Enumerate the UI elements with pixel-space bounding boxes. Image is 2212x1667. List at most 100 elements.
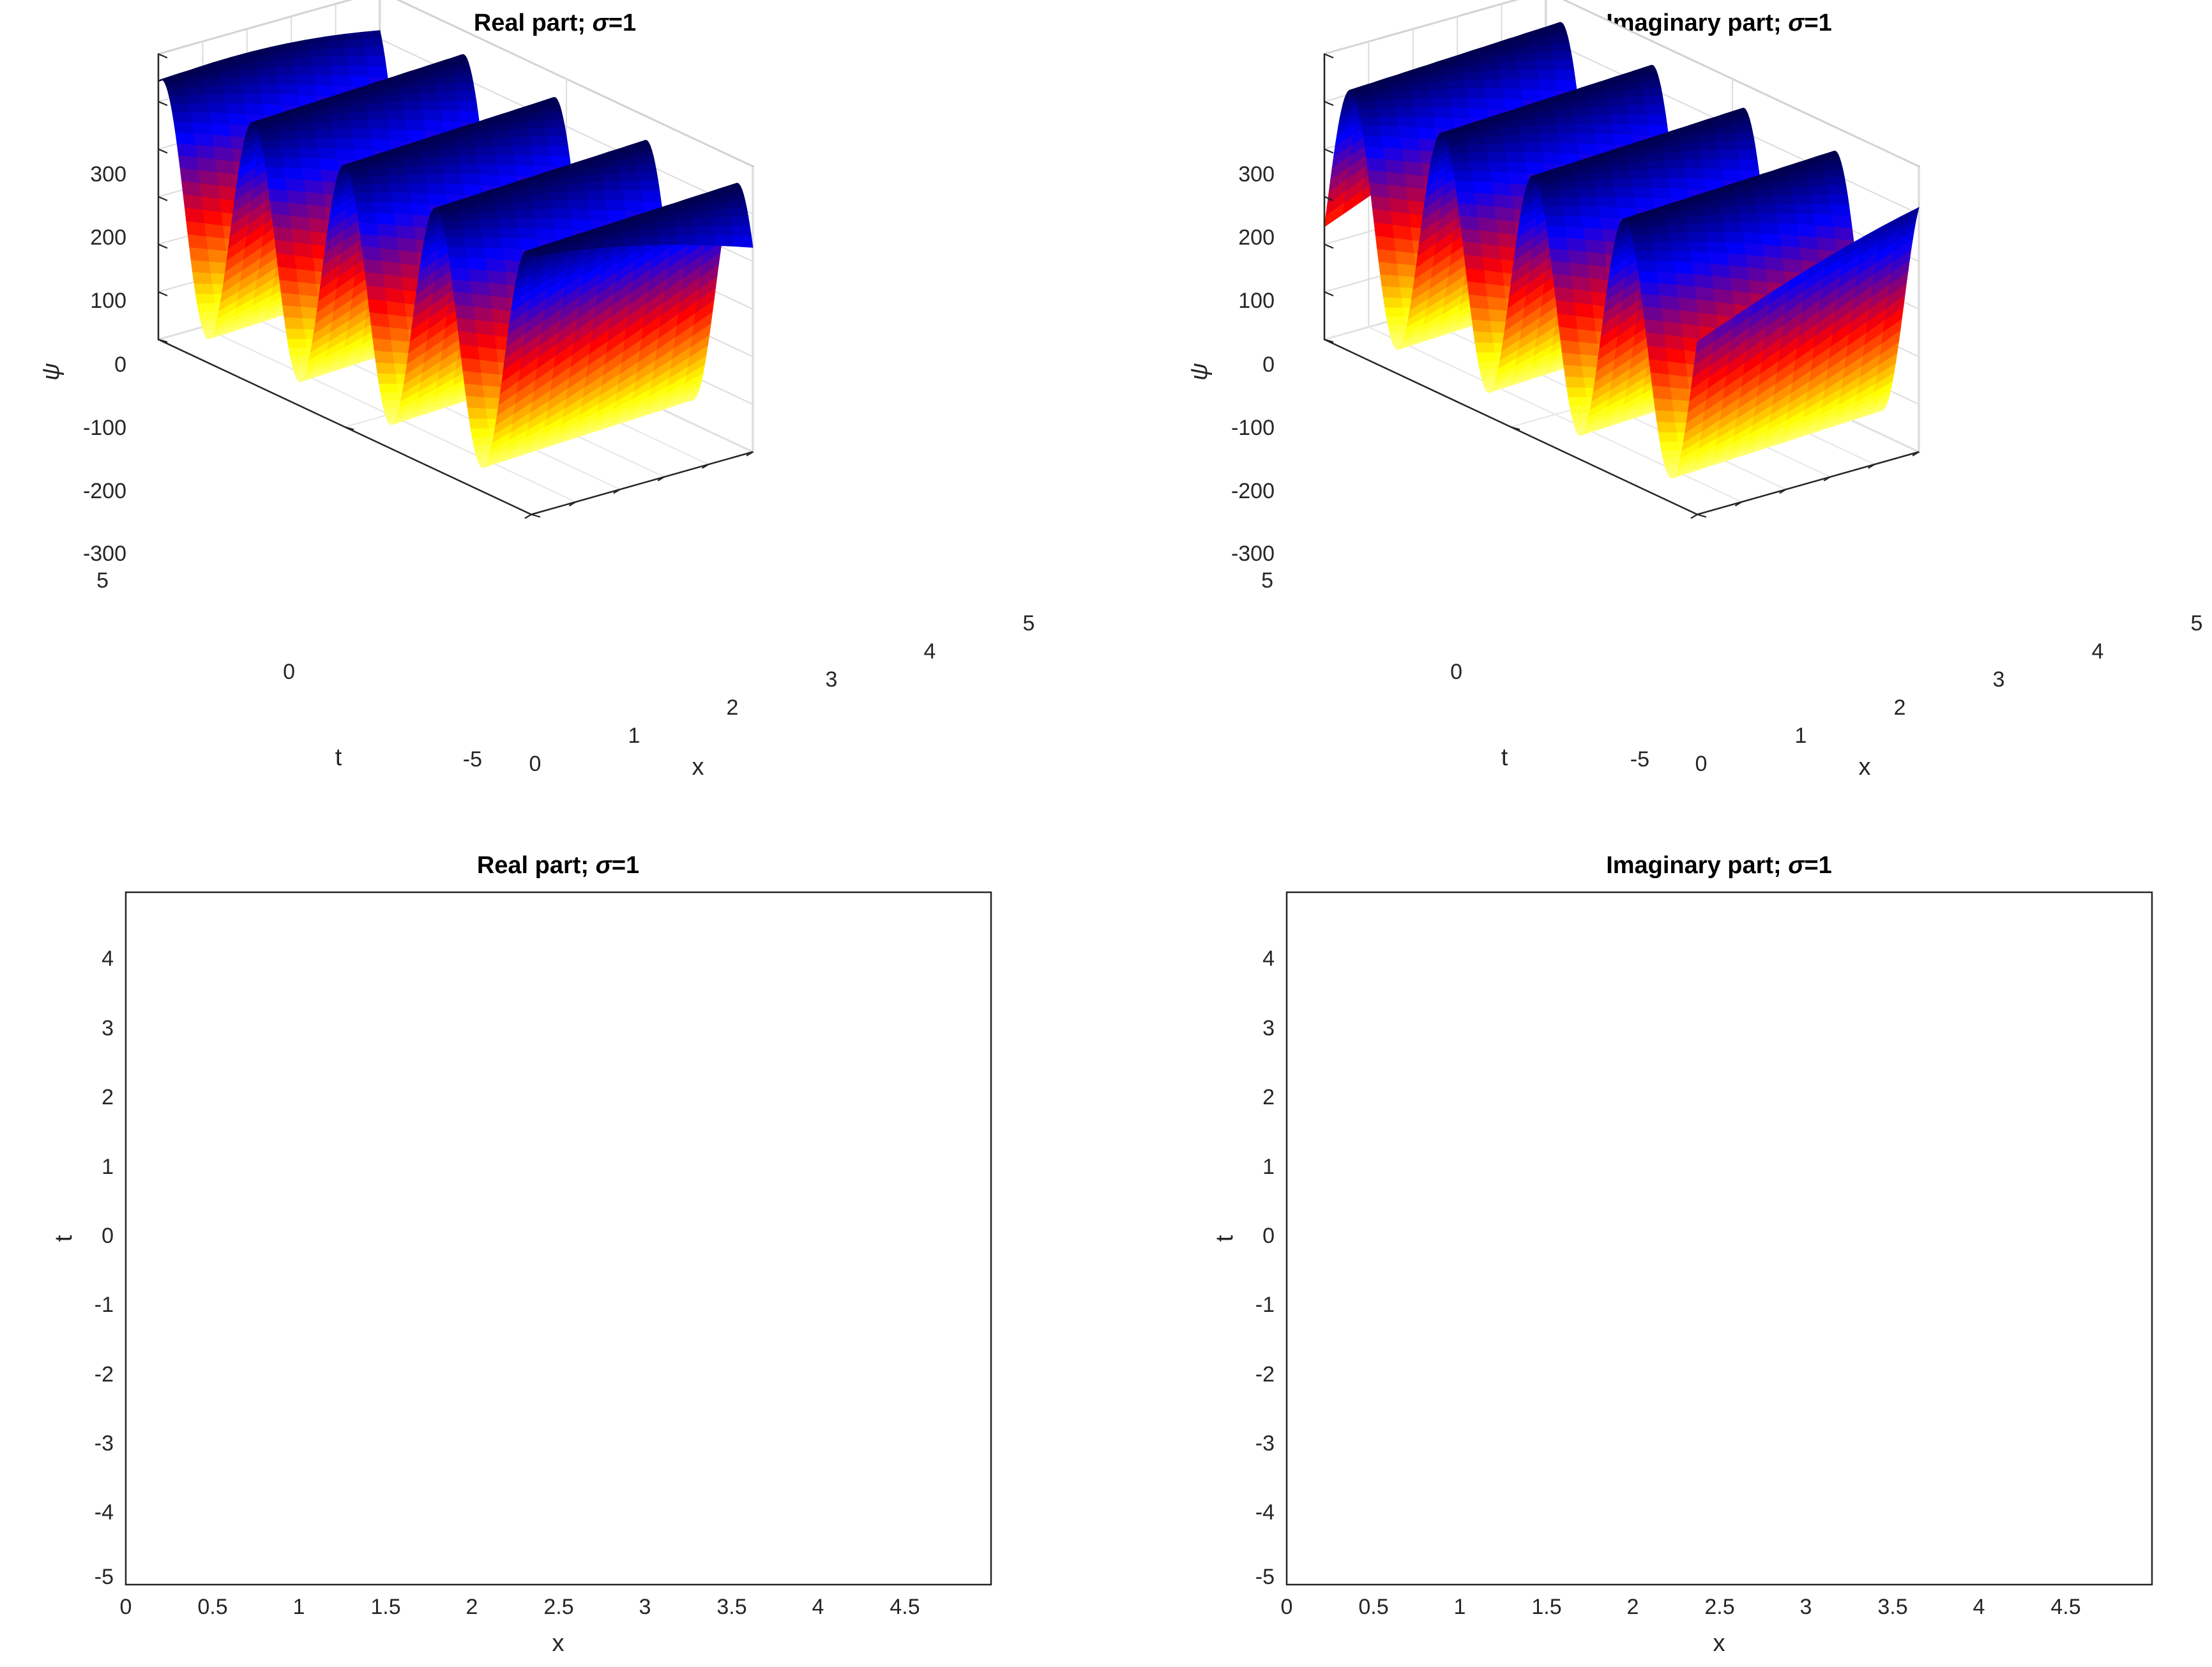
surface-patch bbox=[193, 133, 215, 148]
surface-patch bbox=[276, 74, 298, 85]
surface-patch bbox=[266, 177, 288, 191]
x-tick-label: 4 bbox=[924, 639, 936, 664]
surface-patch bbox=[1577, 187, 1598, 197]
surface-patch bbox=[677, 234, 698, 245]
surface-patch bbox=[727, 208, 749, 217]
surface-patch bbox=[1555, 69, 1576, 82]
surface-patch bbox=[566, 190, 588, 201]
surface-patch bbox=[1499, 69, 1520, 80]
surface-patch bbox=[478, 211, 499, 220]
surface-patch bbox=[424, 173, 446, 185]
surface-patch bbox=[1508, 172, 1529, 186]
z-tick-label: -200 bbox=[83, 479, 126, 503]
surface-patch bbox=[372, 192, 393, 203]
surface-patch bbox=[302, 168, 323, 182]
surface-patch bbox=[409, 192, 430, 205]
surface-patch bbox=[419, 91, 440, 102]
surface-patch bbox=[400, 93, 421, 103]
surface-patch bbox=[370, 183, 391, 194]
surface-patch bbox=[176, 143, 198, 158]
surface-patch bbox=[1521, 89, 1542, 102]
surface-patch bbox=[485, 258, 506, 273]
surface-patch bbox=[456, 91, 477, 102]
surface-patch bbox=[259, 84, 280, 95]
surface-patch bbox=[1466, 88, 1487, 99]
surface-patch bbox=[310, 56, 331, 66]
surface-patch bbox=[1595, 187, 1616, 197]
surface-patch bbox=[1536, 117, 1557, 126]
surface-patch bbox=[1549, 248, 1570, 264]
surface-patch bbox=[714, 234, 735, 247]
surface-patch bbox=[1679, 142, 1701, 152]
surface-patch bbox=[1738, 159, 1759, 172]
surface-patch bbox=[441, 110, 462, 123]
surface-patch bbox=[1476, 204, 1497, 220]
surface-patch bbox=[1546, 225, 1567, 239]
surface-patch bbox=[1378, 116, 1399, 127]
surface-patch bbox=[275, 66, 296, 76]
surface-patch bbox=[1722, 169, 1743, 182]
surface-patch bbox=[243, 93, 264, 105]
surface-patch bbox=[1535, 60, 1556, 70]
surface-patch bbox=[367, 110, 388, 121]
surface-patch bbox=[1450, 153, 1471, 163]
surface-patch bbox=[190, 259, 211, 274]
surface-patch bbox=[1490, 171, 1511, 185]
surface-patch bbox=[365, 102, 386, 112]
surface-patch bbox=[282, 305, 303, 319]
surface-patch bbox=[1564, 376, 1586, 388]
surface-patch bbox=[1520, 133, 1542, 144]
surface-patch bbox=[1581, 216, 1603, 230]
surface-patch bbox=[348, 111, 369, 121]
surface-patch bbox=[1576, 133, 1597, 145]
surface-patch bbox=[1483, 135, 1504, 145]
surface-patch bbox=[1377, 248, 1398, 264]
surface-patch bbox=[1464, 79, 1485, 89]
surface-patch bbox=[729, 216, 750, 227]
surface-patch bbox=[1384, 307, 1405, 318]
surface-patch bbox=[374, 350, 395, 364]
surface-patch bbox=[1381, 286, 1402, 299]
surface-patch bbox=[347, 56, 368, 66]
surface-patch bbox=[1480, 63, 1501, 72]
chart-title: Real part; σ=1 bbox=[474, 10, 636, 36]
surface-patch bbox=[1607, 97, 1628, 107]
surface-patch bbox=[1393, 238, 1415, 254]
surface-patch bbox=[1645, 104, 1666, 116]
surface-patch bbox=[480, 174, 501, 187]
surface-patch bbox=[1715, 133, 1736, 142]
surface-patch bbox=[417, 84, 439, 94]
surface-patch bbox=[1448, 145, 1469, 155]
surface-patch bbox=[1577, 143, 1598, 156]
surface-patch bbox=[1484, 88, 1505, 100]
surface-patch bbox=[536, 228, 557, 241]
surface-patch bbox=[355, 202, 376, 213]
surface-patch bbox=[1543, 206, 1564, 217]
surface-patch bbox=[1552, 50, 1573, 61]
surface-patch bbox=[239, 75, 261, 86]
surface-patch bbox=[1718, 149, 1739, 160]
surface-patch bbox=[1378, 261, 1399, 277]
t-axis-ticks: 5 0 -5 bbox=[96, 568, 482, 772]
surface-patch bbox=[462, 227, 483, 238]
surface-patch bbox=[1503, 142, 1525, 153]
surface-patch bbox=[1501, 79, 1522, 90]
surface-patch bbox=[497, 164, 518, 177]
surface-patch bbox=[529, 135, 550, 146]
surface-patch bbox=[1596, 196, 1618, 208]
surface-patch bbox=[444, 228, 465, 238]
surface-patch bbox=[1553, 59, 1575, 71]
surface-patch bbox=[1700, 149, 1721, 160]
surface-patch bbox=[256, 66, 278, 77]
surface-patch bbox=[657, 227, 678, 237]
surface-patch bbox=[1428, 89, 1450, 99]
surface-patch bbox=[379, 383, 400, 394]
surface-patch bbox=[605, 199, 626, 212]
surface-patch bbox=[1646, 160, 1667, 170]
surface-patch bbox=[1392, 224, 1413, 241]
surface-patch bbox=[370, 128, 391, 141]
surface-patch bbox=[1573, 114, 1594, 125]
surface-patch bbox=[421, 156, 443, 167]
surface-patch bbox=[1583, 227, 1604, 242]
surface-patch bbox=[1379, 126, 1401, 138]
